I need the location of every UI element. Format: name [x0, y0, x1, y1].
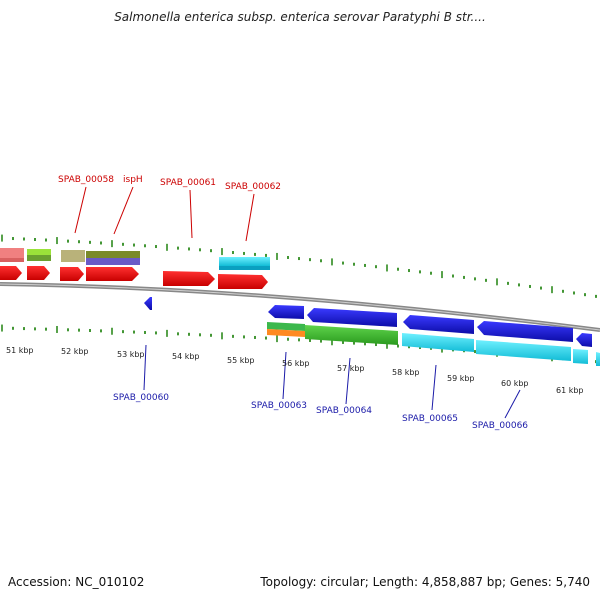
gene-labels-bottom: SPAB_00060 SPAB_00063 SPAB_00064 SPAB_00… [113, 393, 528, 431]
gene-arrow [86, 267, 139, 281]
gene-label: SPAB_00065 [402, 414, 458, 424]
genome-summary: Topology: circular; Length: 4,858,887 bp… [260, 575, 590, 589]
scale-label: 56 kbp [282, 359, 310, 368]
gene-arrow [403, 315, 474, 334]
gene-arrow [268, 305, 304, 319]
scale-label: 59 kbp [447, 374, 475, 383]
gene-arrow [27, 266, 50, 280]
scale-label: 51 kbp [6, 346, 34, 355]
gene-arrow [60, 267, 84, 281]
accession-label: Accession: NC_010102 [8, 575, 145, 589]
gene-label: SPAB_00062 [225, 182, 281, 192]
reverse-gene-arrows[interactable] [144, 297, 592, 347]
lower-label-leaders [143, 344, 521, 419]
scale-label: 53 kbp [117, 350, 145, 359]
gene-label: SPAB_00060 [113, 393, 169, 403]
gene-label: SPAB_00063 [251, 401, 307, 411]
scale-label: 52 kbp [61, 347, 89, 356]
gene-arrow [477, 321, 573, 342]
gene-arrow [163, 271, 215, 286]
scale-label: 57 kbp [337, 364, 365, 373]
map-title: Salmonella enterica subsp. enterica sero… [114, 10, 486, 24]
scale-labels: 51 kbp 52 kbp 53 kbp 54 kbp 55 kbp 56 kb… [6, 346, 584, 395]
gene-label: SPAB_00066 [472, 421, 528, 431]
gene-arrow [307, 308, 397, 327]
feature-cog-bars-left [0, 248, 270, 270]
gene-label: ispH [123, 175, 143, 185]
gene-label: SPAB_00058 [58, 175, 114, 185]
scale-label: 61 kbp [556, 386, 584, 395]
gene-arrow [218, 274, 268, 289]
gene-arrow [0, 266, 22, 280]
feature-cog-bars-right [267, 322, 600, 366]
scale-label: 58 kbp [392, 368, 420, 377]
scale-label: 55 kbp [227, 356, 255, 365]
upper-tick-track [1, 234, 597, 298]
gene-labels-top: SPAB_00058 ispH SPAB_00061 SPAB_00062 [58, 175, 281, 192]
gene-label: SPAB_00061 [160, 178, 216, 188]
gene-label: SPAB_00064 [316, 406, 372, 416]
scale-label: 54 kbp [172, 352, 200, 361]
forward-gene-arrows[interactable] [0, 266, 268, 289]
upper-label-leaders [74, 186, 255, 242]
gene-arrow [144, 297, 152, 310]
scale-label: 60 kbp [501, 379, 529, 388]
gene-arrow [576, 333, 592, 347]
